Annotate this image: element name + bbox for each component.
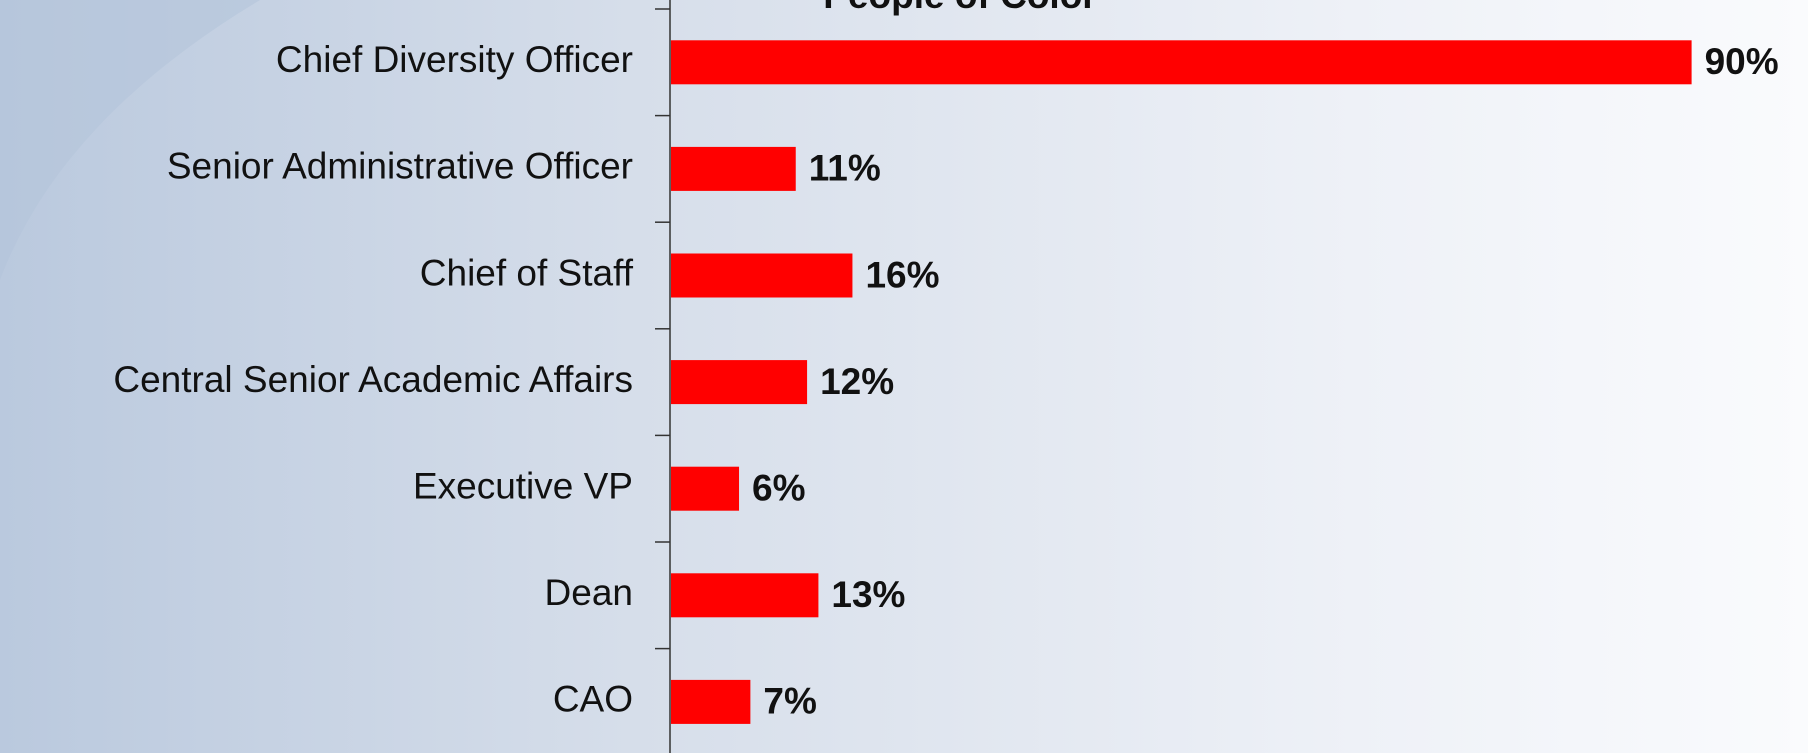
y-tick-label: Chief Diversity Officer [276, 39, 633, 80]
bar [671, 146, 796, 191]
background-shape [0, 0, 260, 280]
y-tick-label: CAO [553, 679, 633, 720]
bar [671, 573, 819, 618]
y-tick-label: Central Senior Academic Affairs [113, 359, 633, 400]
y-tick-label: Dean [545, 572, 633, 613]
value-label: 13% [831, 574, 905, 615]
value-label: 6% [752, 467, 805, 508]
bar [671, 679, 751, 724]
bar [671, 466, 740, 511]
y-tick-label: Chief of Staff [420, 252, 634, 293]
value-label: 16% [865, 254, 939, 295]
value-label: 12% [820, 361, 894, 402]
chart-title: People of Color [823, 0, 1096, 16]
bar [671, 40, 1692, 85]
bar [671, 360, 808, 405]
y-tick-label: Executive VP [413, 465, 633, 506]
y-tick-label: Senior Administrative Officer [167, 146, 633, 187]
value-label: 90% [1705, 41, 1779, 82]
value-label: 7% [763, 681, 816, 722]
value-label: 11% [809, 148, 881, 189]
bar [671, 253, 853, 298]
